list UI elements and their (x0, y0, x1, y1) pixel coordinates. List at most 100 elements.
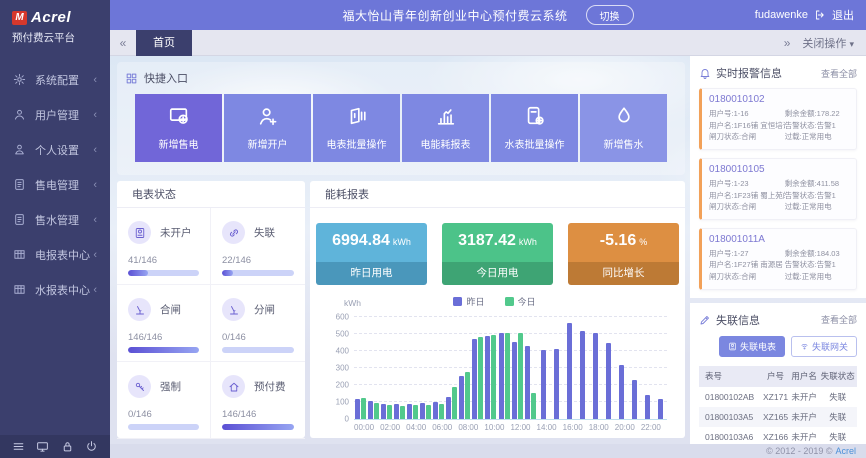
menu-icon[interactable] (12, 440, 25, 453)
offline-cell: XZ165 (761, 406, 790, 427)
bar-昨日-16:00[interactable] (566, 322, 572, 419)
bar-昨日-15:00[interactable] (553, 348, 559, 419)
user-plus-icon (257, 105, 279, 127)
alarm-status: 告警状态:告警1 (784, 190, 836, 200)
content-right: 实时报警信息 查看全部 0180010102 用户号:1-16 剩余金额:178.2… (690, 56, 866, 444)
lock-icon[interactable] (61, 440, 74, 453)
bar-今日-08:00[interactable] (465, 371, 471, 419)
meter-status-cell-强制: 强制 0/146 (117, 362, 211, 439)
sidebar-item-个人设置[interactable]: 个人设置 ‹ (0, 132, 110, 167)
sidebar-item-电报表中心[interactable]: 电报表中心 ‹ (0, 237, 110, 272)
offline-row-01800103A6[interactable]: 01800103A6 XZ166 未开户 失联 (699, 427, 857, 444)
bar-group-15:00 (550, 317, 563, 419)
bar-昨日-13:00[interactable] (524, 345, 530, 419)
bar-今日-01:00[interactable] (374, 403, 380, 419)
switch-button[interactable]: 切换 (585, 5, 634, 25)
legend-item-昨日[interactable]: 昨日 (453, 295, 485, 308)
meter-status-label: 失联 (254, 227, 275, 239)
quick-tile-电能耗报表[interactable]: 电能耗报表 (402, 94, 489, 162)
power-icon[interactable] (85, 440, 98, 453)
gridline: 300 (336, 364, 667, 373)
quick-entry-icon (125, 72, 138, 85)
bar-昨日-04:00[interactable] (407, 403, 413, 419)
quick-tile-水表批量操作[interactable]: 水表批量操作 (491, 94, 578, 162)
logout-icon[interactable] (814, 9, 826, 21)
bar-今日-13:00[interactable] (530, 393, 536, 419)
sidebar-item-水报表中心[interactable]: 水报表中心 ‹ (0, 272, 110, 307)
bar-昨日-10:00[interactable] (485, 336, 491, 419)
bar-昨日-18:00[interactable] (592, 333, 598, 419)
bar-今日-12:00[interactable] (517, 332, 523, 419)
bar-今日-07:00[interactable] (452, 386, 458, 419)
bar-昨日-07:00[interactable] (446, 396, 452, 419)
bar-group-06:00 (432, 317, 445, 419)
bell-icon (699, 67, 711, 79)
footer-brand-link[interactable]: Acrel (835, 446, 856, 456)
monitor-icon[interactable] (36, 440, 49, 453)
bar-昨日-21:00[interactable] (632, 380, 637, 419)
sidebar-item-用户管理[interactable]: 用户管理 ‹ (0, 97, 110, 132)
bar-昨日-00:00[interactable] (355, 399, 361, 419)
bar-昨日-12:00[interactable] (511, 341, 517, 419)
sidebar-item-售水管理[interactable]: 售水管理 ‹ (0, 202, 110, 237)
legend-swatch (453, 297, 463, 306)
offline-row-01800103A5[interactable]: 01800103A5 XZ165 未开户 失联 (699, 406, 857, 427)
chevron-left-icon: ‹ (93, 248, 97, 261)
alarm-card-018001011A[interactable]: 018001011A 用户号:1-27 剩余金额:184.03 用户名:1F27铺 南… (699, 227, 857, 290)
tab-home[interactable]: 首页 (136, 29, 192, 56)
alarm-view-all-link[interactable]: 查看全部 (820, 68, 857, 79)
bar-今日-02:00[interactable] (387, 404, 393, 419)
bar-昨日-22:00[interactable] (645, 395, 651, 419)
alarm-meter-id: 0180010102 (709, 94, 765, 105)
tabs-scroll-left-icon[interactable]: « (119, 35, 127, 50)
meter-status-cell-未开户: 未开户 41/146 (117, 208, 211, 285)
offline-cell: XZ166 (763, 431, 789, 442)
quick-tile-电表批量操作[interactable]: 电表批量操作 (313, 94, 400, 162)
alarm-overload: 过载:正常用电 (784, 132, 832, 142)
offline-row-01800102AB[interactable]: 01800102AB XZ171 未开户 失联 (699, 387, 857, 407)
bar-昨日-23:00[interactable] (658, 398, 664, 419)
quick-tile-新增售水[interactable]: 新增售水 (580, 94, 667, 162)
tabs-scroll-right-icon[interactable]: » (783, 35, 791, 50)
bar-昨日-11:00[interactable] (498, 333, 504, 419)
offline-gateway-button[interactable]: 失联网关 (790, 335, 857, 357)
bar-今日-03:00[interactable] (400, 406, 406, 419)
sidebar-item-系统配置[interactable]: 系统配置 ‹ (0, 62, 110, 97)
bar-昨日-14:00[interactable] (540, 350, 546, 419)
bar-昨日-02:00[interactable] (381, 403, 387, 419)
bar-昨日-09:00[interactable] (472, 339, 478, 419)
quick-tile-新增开户[interactable]: 新增开户 (224, 94, 311, 162)
legend-item-今日[interactable]: 今日 (504, 295, 536, 308)
bar-昨日-01:00[interactable] (368, 400, 374, 419)
bar-今日-06:00[interactable] (439, 404, 445, 419)
progress-fill (128, 270, 148, 276)
quick-tile-新增售电[interactable]: 新增售电 (135, 94, 222, 162)
sidebar-item-售电管理[interactable]: 售电管理 ‹ (0, 167, 110, 202)
alarm-card-0180010102[interactable]: 0180010102 用户号:1-16 剩余金额:178.22 用户名:1F16铺 宜… (699, 88, 857, 150)
bar-今日-09:00[interactable] (478, 336, 484, 419)
bar-昨日-20:00[interactable] (618, 364, 624, 419)
bar-今日-00:00[interactable] (361, 397, 367, 419)
offline-view-all-link[interactable]: 查看全部 (820, 315, 857, 326)
bar-昨日-17:00[interactable] (579, 331, 585, 419)
bar-昨日-06:00[interactable] (433, 401, 439, 419)
bar-今日-10:00[interactable] (491, 334, 497, 419)
username[interactable]: fudawenke (754, 9, 808, 21)
alarm-card-0180010105[interactable]: 0180010105 用户号:1-23 剩余金额:411.58 用户名:1F23铺 蜀… (699, 157, 857, 220)
close-ops-dropdown[interactable]: 关闭操作 ▾ (802, 37, 854, 50)
bar-昨日-05:00[interactable] (420, 403, 426, 419)
bar-今日-04:00[interactable] (413, 405, 419, 419)
person-icon (13, 143, 26, 156)
bar-今日-05:00[interactable] (426, 404, 432, 419)
offline-meter-button[interactable]: 失联电表 (718, 335, 785, 357)
bar-昨日-19:00[interactable] (605, 343, 611, 419)
alarm-switch-status: 闸刀状态:合闸 (709, 132, 757, 142)
bar-昨日-03:00[interactable] (394, 404, 400, 419)
bar-昨日-08:00[interactable] (459, 375, 465, 419)
logout-button[interactable]: 退出 (832, 10, 854, 22)
stat-unit: kWh (392, 237, 411, 247)
table-icon (13, 283, 26, 296)
quick-tile-label: 电表批量操作 (326, 140, 387, 151)
bar-今日-11:00[interactable] (504, 333, 510, 419)
offline-panel-title: 失联信息 (716, 314, 760, 327)
